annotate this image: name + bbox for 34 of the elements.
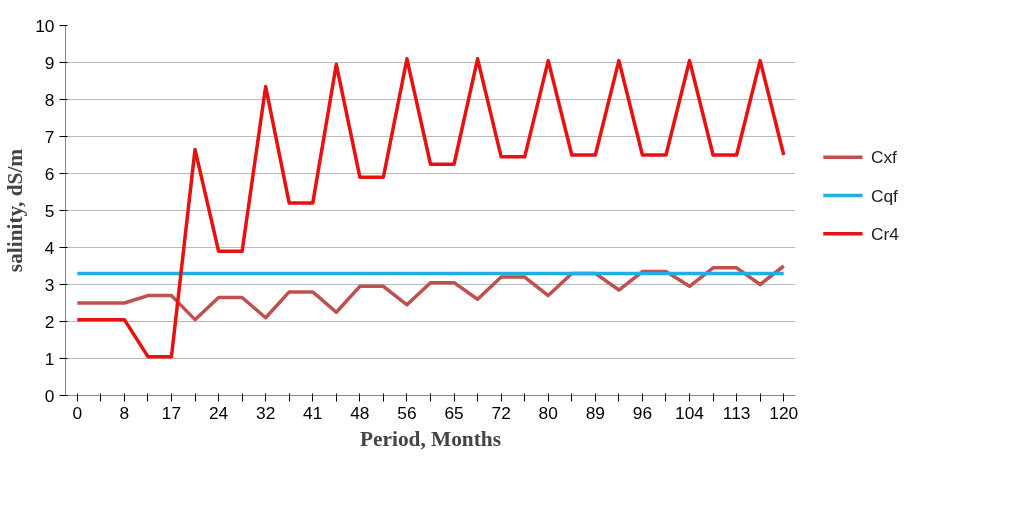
y-tick-label: 1 (44, 348, 55, 369)
legend-label: Cqf (870, 185, 899, 206)
y-tick-label: 4 (44, 237, 55, 258)
line-series (75, 264, 786, 322)
x-tick-label: 96 (632, 402, 653, 423)
y-tick-label: 10 (35, 15, 55, 36)
y-tick-label: 2 (44, 311, 55, 332)
y-axis-title: salinity, dS/m (3, 148, 28, 273)
x-tick-label: 17 (161, 402, 182, 423)
x-tick-label: 32 (256, 402, 276, 423)
x-tick-label: 104 (675, 402, 705, 423)
y-tick-label: 0 (44, 385, 55, 406)
x-axis-title: Period, Months (360, 426, 501, 451)
y-tick-label: 3 (44, 274, 55, 295)
y-tick-label: 7 (44, 126, 55, 147)
x-tick-label: 41 (303, 402, 323, 423)
y-tick-label: 5 (44, 200, 55, 221)
y-tick-label: 9 (44, 52, 55, 73)
x-tick-label: 120 (769, 402, 799, 423)
x-tick-label: 72 (491, 402, 511, 423)
x-tick-label: 8 (119, 402, 130, 423)
x-tick-label: 48 (350, 402, 370, 423)
legend-label: Cr4 (870, 223, 900, 244)
line-series (75, 57, 786, 359)
x-tick-label: 89 (585, 402, 605, 423)
y-tick-label: 6 (44, 163, 55, 184)
x-tick-label: 80 (538, 402, 558, 423)
y-tick-label: 8 (44, 89, 55, 110)
x-tick-label: 113 (722, 402, 751, 423)
x-tick-label: 24 (208, 402, 229, 423)
x-tick-label: 65 (444, 402, 464, 423)
x-tick-label: 0 (72, 402, 83, 423)
legend-label: Cxf (870, 147, 898, 168)
x-tick-label: 56 (397, 402, 417, 423)
